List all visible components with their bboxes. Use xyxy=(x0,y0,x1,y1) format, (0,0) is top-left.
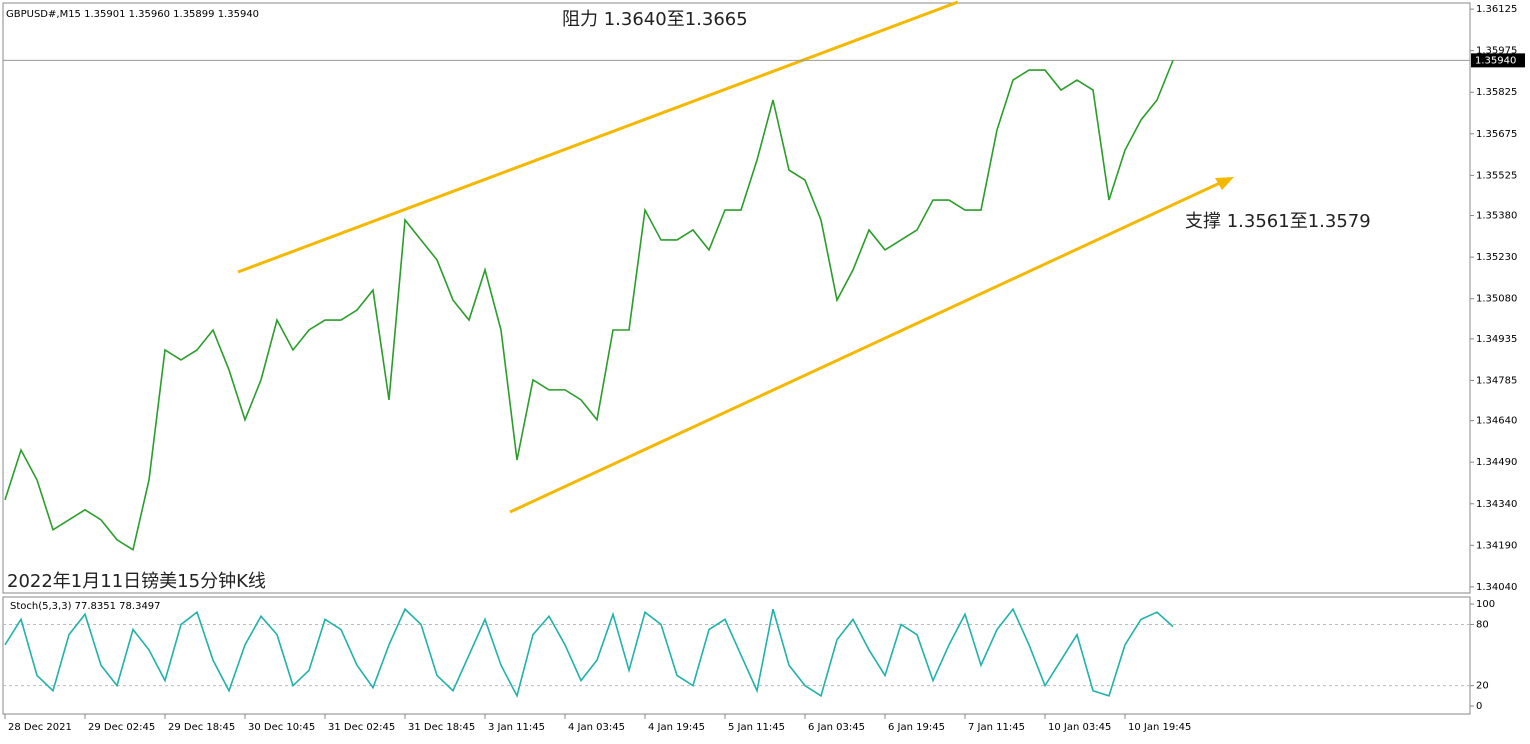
support-note: 支撑 1.3561至1.3579 xyxy=(1185,211,1371,232)
y-tick-label: 0 xyxy=(1476,701,1482,712)
y-tick-label: 1.34040 xyxy=(1476,582,1517,593)
y-tick-label: 1.34935 xyxy=(1476,334,1517,345)
x-tick-label: 10 Jan 03:45 xyxy=(1048,722,1111,733)
y-tick-label: 100 xyxy=(1476,599,1495,610)
y-tick-label: 1.35230 xyxy=(1476,252,1517,263)
y-tick-label: 20 xyxy=(1476,681,1489,692)
y-tick-label: 1.36125 xyxy=(1476,4,1517,15)
y-tick-label: 80 xyxy=(1476,619,1489,630)
y-tick-label: 1.34640 xyxy=(1476,416,1517,427)
y-tick-label: 1.35525 xyxy=(1476,170,1517,181)
x-tick-label: 6 Jan 03:45 xyxy=(808,722,865,733)
support-trendline xyxy=(509,180,1223,514)
last-price-tag xyxy=(1471,53,1525,68)
y-tick-label: 1.35825 xyxy=(1476,87,1517,98)
last-price-label: 1.35940 xyxy=(1475,55,1516,66)
arrow-head xyxy=(1215,177,1234,190)
x-tick-label: 30 Dec 10:45 xyxy=(248,722,315,733)
y-tick-label: 1.34785 xyxy=(1476,375,1517,386)
x-tick-label: 29 Dec 18:45 xyxy=(168,722,235,733)
x-tick-label: 10 Jan 19:45 xyxy=(1128,722,1191,733)
x-tick-label: 5 Jan 11:45 xyxy=(728,722,785,733)
chart-caption: 2022年1月11日镑美15分钟K线 xyxy=(7,571,266,592)
x-tick-label: 6 Jan 19:45 xyxy=(888,722,945,733)
x-tick-label: 28 Dec 2021 xyxy=(8,722,72,733)
y-tick-label: 1.35380 xyxy=(1476,211,1517,222)
x-tick-label: 4 Jan 03:45 xyxy=(568,722,625,733)
y-tick-label: 1.35675 xyxy=(1476,129,1517,140)
y-tick-label: 1.34190 xyxy=(1476,540,1517,551)
x-tick-label: 3 Jan 11:45 xyxy=(488,722,545,733)
price-line xyxy=(4,60,1174,552)
x-tick-label: 29 Dec 02:45 xyxy=(88,722,155,733)
stoch-panel xyxy=(2,596,1471,715)
y-tick-label: 1.35975 xyxy=(1476,46,1517,57)
symbol-header: GBPUSD#,M15 1.35901 1.35960 1.35899 1.35… xyxy=(6,9,259,20)
x-tick-label: 31 Dec 02:45 xyxy=(328,722,395,733)
y-tick-label: 1.35080 xyxy=(1476,294,1517,305)
stoch-header: Stoch(5,3,3) 77.8351 78.3497 xyxy=(10,601,161,612)
resistance-note: 阻力 1.3640至1.3665 xyxy=(562,9,748,30)
x-tick-label: 7 Jan 11:45 xyxy=(968,722,1025,733)
price-line xyxy=(4,607,1174,699)
main-panel xyxy=(2,2,1471,594)
x-tick-label: 4 Jan 19:45 xyxy=(648,722,705,733)
resistance-trendline xyxy=(237,0,959,274)
y-tick-label: 1.34340 xyxy=(1476,499,1517,510)
x-tick-label: 31 Dec 18:45 xyxy=(408,722,475,733)
y-tick-label: 1.34490 xyxy=(1476,457,1517,468)
